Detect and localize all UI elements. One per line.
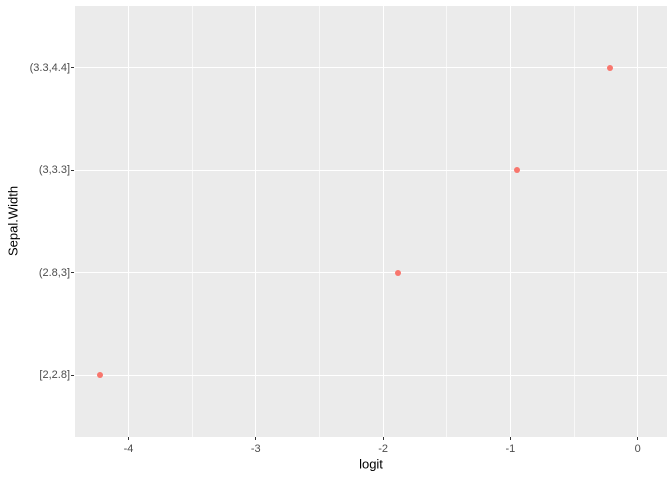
x-gridline-minor (191, 6, 193, 437)
y-axis-title: Sepal.Width (5, 185, 21, 257)
data-point (395, 269, 402, 276)
data-point (513, 167, 520, 174)
x-gridline-major (382, 6, 384, 437)
x-gridline-major (127, 6, 129, 437)
x-tick-mark (255, 437, 257, 440)
y-tick-label: (3,3.3] (38, 164, 70, 177)
x-tick-label: -1 (505, 443, 516, 455)
y-tick-label: (3.3,4.4] (29, 61, 70, 74)
y-tick-label: [2,2.8] (39, 369, 70, 382)
x-tick-label: -3 (250, 443, 261, 455)
x-tick-mark (637, 437, 639, 440)
x-tick-mark (382, 437, 384, 440)
x-tick-label: -2 (378, 443, 388, 455)
y-gridline-major (75, 272, 667, 274)
x-tick-label: -4 (123, 443, 134, 455)
y-tick-mark (71, 272, 74, 274)
y-gridline-major (75, 374, 667, 376)
x-gridline-major (509, 6, 511, 437)
x-gridline-minor (318, 6, 320, 437)
data-point (606, 64, 613, 71)
data-point (97, 372, 104, 379)
y-tick-label: (2.8,3] (38, 266, 70, 279)
x-gridline-minor (573, 6, 575, 437)
y-gridline-major (75, 169, 667, 171)
x-gridline-major (637, 6, 639, 437)
x-tick-mark (509, 437, 511, 440)
x-tick-mark (127, 437, 129, 440)
y-gridline-major (75, 67, 667, 69)
x-axis-title: logit (359, 456, 383, 472)
y-tick-mark (71, 169, 74, 171)
plot-panel (75, 6, 667, 437)
x-tick-label: 0 (634, 443, 641, 455)
y-tick-mark (71, 67, 74, 69)
x-gridline-major (255, 6, 257, 437)
x-gridline-minor (446, 6, 448, 437)
y-tick-mark (71, 374, 74, 376)
